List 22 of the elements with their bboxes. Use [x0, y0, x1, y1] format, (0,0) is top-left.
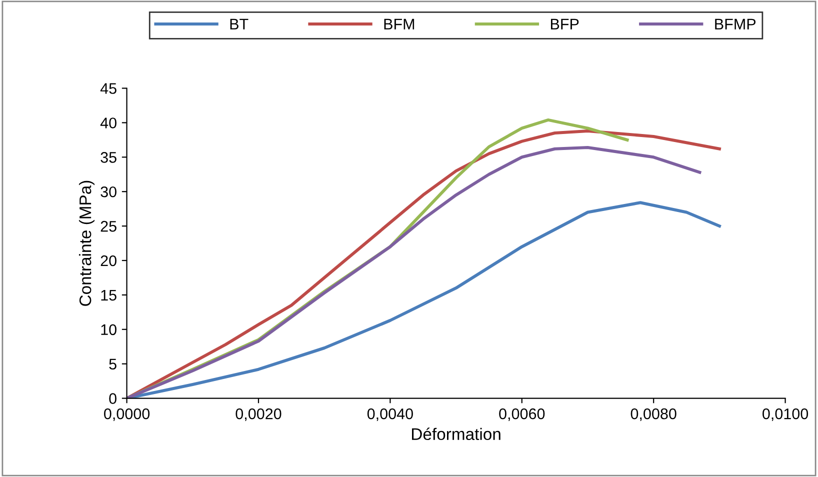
x-tick-label: 0,0020 [236, 408, 282, 422]
y-tick-label: 35 [100, 152, 116, 163]
x-axis-title: Déformation [412, 428, 500, 440]
y-tick-label: 10 [101, 324, 116, 336]
y-tick-label: 15 [101, 290, 116, 301]
y-axis-title: Contrainte (MPa) [78, 180, 95, 306]
y-tick-label: 30 [100, 186, 116, 198]
y-tick-label: 25 [100, 220, 116, 232]
legend-label: BFMP [715, 18, 756, 30]
x-tick-label: 0,0060 [499, 408, 545, 422]
y-tick-label: 45 [100, 83, 116, 94]
legend-label: BFM [384, 18, 414, 30]
x-tick-label: 0,0080 [630, 408, 676, 422]
x-tick-label: 0,0000 [104, 408, 150, 422]
y-tick-label: 5 [109, 358, 116, 370]
y-tick-label: 40 [100, 118, 116, 128]
y-tick-label: 0 [109, 393, 116, 404]
legend-label: BT [230, 18, 248, 30]
x-tick-label: 0,0100 [762, 408, 808, 422]
y-tick-label: 20 [100, 255, 116, 266]
legend-label: BFP [550, 18, 579, 30]
x-tick-label: 0,0040 [367, 408, 413, 422]
